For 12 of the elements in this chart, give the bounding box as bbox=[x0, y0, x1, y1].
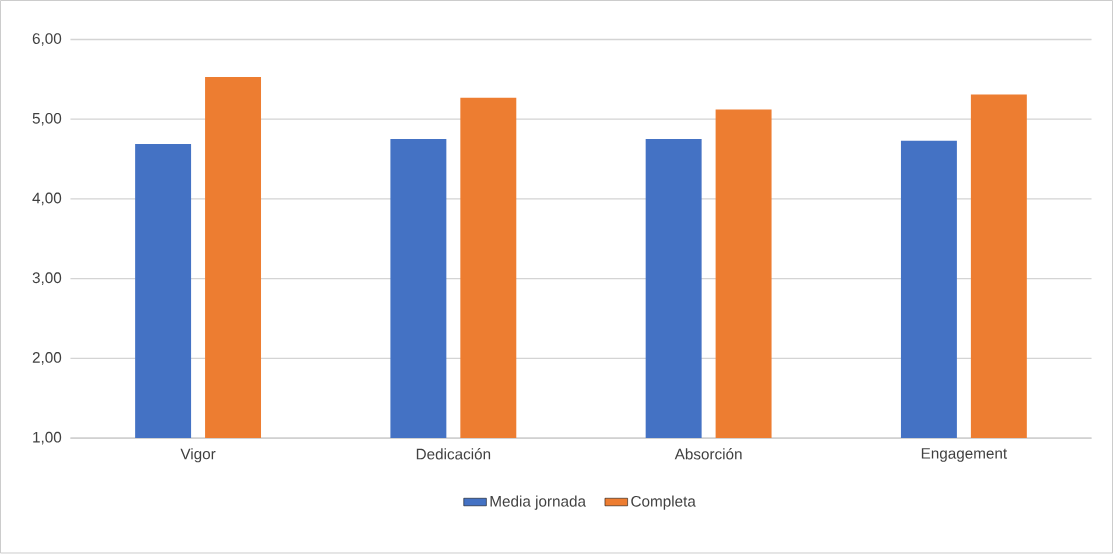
y-tick-label: 5,00 bbox=[32, 113, 62, 126]
legend-label: Completa bbox=[631, 495, 696, 510]
legend-label: Media jornada bbox=[490, 495, 587, 510]
y-tick-label: 3,00 bbox=[32, 272, 62, 286]
y-tick-label: 6,00 bbox=[32, 33, 62, 47]
x-tick-label: Absorción bbox=[674, 448, 742, 460]
x-tick-label: Vigor bbox=[180, 448, 216, 463]
y-tick-label: 4,00 bbox=[32, 192, 62, 206]
y-tick-label: 1,00 bbox=[33, 432, 62, 445]
x-tick-label: Dedicación bbox=[416, 448, 491, 460]
y-tick-label: 2,00 bbox=[32, 352, 62, 365]
x-tick-label: Engagement bbox=[921, 448, 1008, 463]
